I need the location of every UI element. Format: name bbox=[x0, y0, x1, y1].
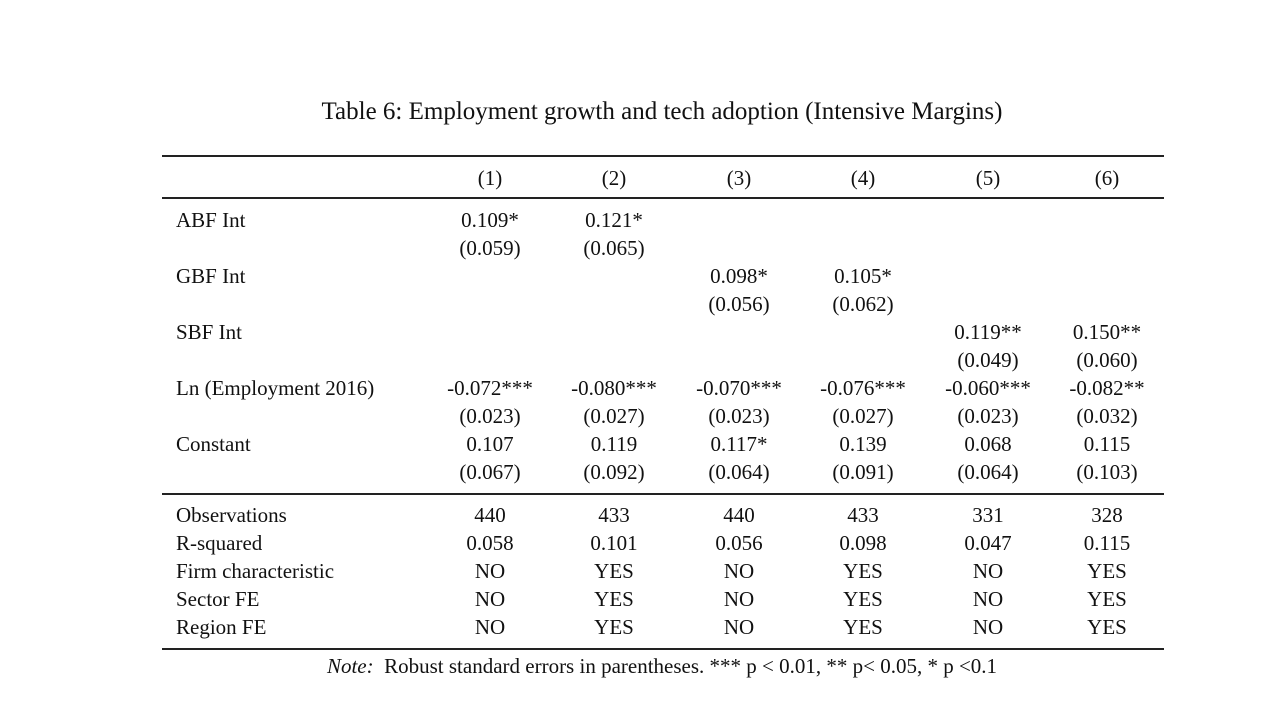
stat-value: NO bbox=[474, 559, 506, 583]
stat-value: NO bbox=[723, 559, 755, 583]
stat-value: 0.098 bbox=[839, 531, 887, 555]
std-error: (0.060) bbox=[1076, 348, 1138, 372]
std-error: (0.056) bbox=[708, 292, 770, 316]
estimate: 0.119 bbox=[590, 432, 638, 456]
stat-value: 0.047 bbox=[964, 531, 1012, 555]
std-error: (0.067) bbox=[459, 460, 521, 484]
stat-value: YES bbox=[843, 615, 883, 639]
stat-label: Observations bbox=[176, 503, 287, 527]
stat-value: 0.056 bbox=[715, 531, 763, 555]
row-label: Ln (Employment 2016) bbox=[176, 376, 375, 400]
stat-value: NO bbox=[474, 587, 506, 611]
stat-value: 440 bbox=[723, 503, 755, 527]
mid-rule bbox=[162, 493, 1164, 495]
table-title: Table 6: Employment growth and tech adop… bbox=[321, 98, 1003, 125]
stat-value: YES bbox=[1087, 587, 1127, 611]
std-error: (0.103) bbox=[1076, 460, 1138, 484]
stat-value: YES bbox=[1087, 615, 1127, 639]
stat-value: YES bbox=[594, 587, 634, 611]
stat-label: Firm characteristic bbox=[176, 559, 335, 583]
stat-value: 328 bbox=[1091, 503, 1123, 527]
note-text: Robust standard errors in parentheses. *… bbox=[384, 654, 998, 678]
estimate: -0.060*** bbox=[945, 376, 1031, 400]
stat-value: YES bbox=[843, 587, 883, 611]
column-header: (3) bbox=[726, 166, 752, 190]
estimate: -0.080*** bbox=[571, 376, 657, 400]
estimate: 0.139 bbox=[839, 432, 887, 456]
column-header: (2) bbox=[601, 166, 627, 190]
row-label: GBF Int bbox=[176, 264, 246, 288]
column-header: (1) bbox=[477, 166, 503, 190]
std-error: (0.027) bbox=[583, 404, 645, 428]
stat-value: 0.101 bbox=[590, 531, 638, 555]
std-error: (0.032) bbox=[1076, 404, 1138, 428]
stat-label: Sector FE bbox=[176, 587, 260, 611]
estimate: -0.072*** bbox=[447, 376, 533, 400]
row-label: ABF Int bbox=[176, 208, 246, 232]
stat-value: YES bbox=[843, 559, 883, 583]
stat-value: YES bbox=[1087, 559, 1127, 583]
stat-value: YES bbox=[594, 615, 634, 639]
stat-value: 0.058 bbox=[466, 531, 514, 555]
estimate: 0.117* bbox=[710, 432, 768, 456]
stat-value: 0.115 bbox=[1083, 531, 1131, 555]
estimate: 0.150** bbox=[1072, 320, 1142, 344]
stat-value: NO bbox=[972, 587, 1004, 611]
stat-value: NO bbox=[723, 587, 755, 611]
top-rule bbox=[162, 155, 1164, 157]
stat-value: YES bbox=[594, 559, 634, 583]
row-label: Constant bbox=[176, 432, 251, 456]
std-error: (0.092) bbox=[583, 460, 645, 484]
column-header: (6) bbox=[1094, 166, 1120, 190]
std-error: (0.065) bbox=[583, 236, 645, 260]
std-error: (0.049) bbox=[957, 348, 1019, 372]
std-error: (0.059) bbox=[459, 236, 521, 260]
row-label: SBF Int bbox=[176, 320, 242, 344]
std-error: (0.023) bbox=[708, 404, 770, 428]
estimate: 0.098* bbox=[710, 264, 768, 288]
table-note: Note: Robust standard errors in parenthe… bbox=[327, 654, 997, 678]
header-rule bbox=[162, 197, 1164, 199]
stat-value: NO bbox=[972, 615, 1004, 639]
std-error: (0.091) bbox=[832, 460, 894, 484]
estimate: 0.107 bbox=[466, 432, 514, 456]
std-error: (0.023) bbox=[957, 404, 1019, 428]
estimate: 0.115 bbox=[1083, 432, 1131, 456]
estimate: 0.109* bbox=[461, 208, 519, 232]
estimate: 0.068 bbox=[964, 432, 1012, 456]
stat-value: NO bbox=[474, 615, 506, 639]
column-header: (4) bbox=[850, 166, 876, 190]
estimate: -0.070*** bbox=[696, 376, 782, 400]
std-error: (0.027) bbox=[832, 404, 894, 428]
stat-value: 433 bbox=[847, 503, 879, 527]
stat-value: NO bbox=[723, 615, 755, 639]
estimate: 0.105* bbox=[834, 264, 892, 288]
estimate: -0.076*** bbox=[820, 376, 906, 400]
bottom-rule bbox=[162, 648, 1164, 650]
estimate: 0.121* bbox=[585, 208, 643, 232]
stat-value: 440 bbox=[474, 503, 506, 527]
note-label: Note: bbox=[326, 654, 374, 678]
stat-value: 433 bbox=[598, 503, 630, 527]
column-header: (5) bbox=[975, 166, 1001, 190]
stat-label: R-squared bbox=[176, 531, 263, 555]
stat-value: 331 bbox=[972, 503, 1004, 527]
std-error: (0.064) bbox=[708, 460, 770, 484]
estimate: -0.082** bbox=[1069, 376, 1145, 400]
stat-value: NO bbox=[972, 559, 1004, 583]
std-error: (0.062) bbox=[832, 292, 894, 316]
stat-label: Region FE bbox=[176, 615, 267, 639]
estimate: 0.119** bbox=[954, 320, 1022, 344]
std-error: (0.064) bbox=[957, 460, 1019, 484]
std-error: (0.023) bbox=[459, 404, 521, 428]
